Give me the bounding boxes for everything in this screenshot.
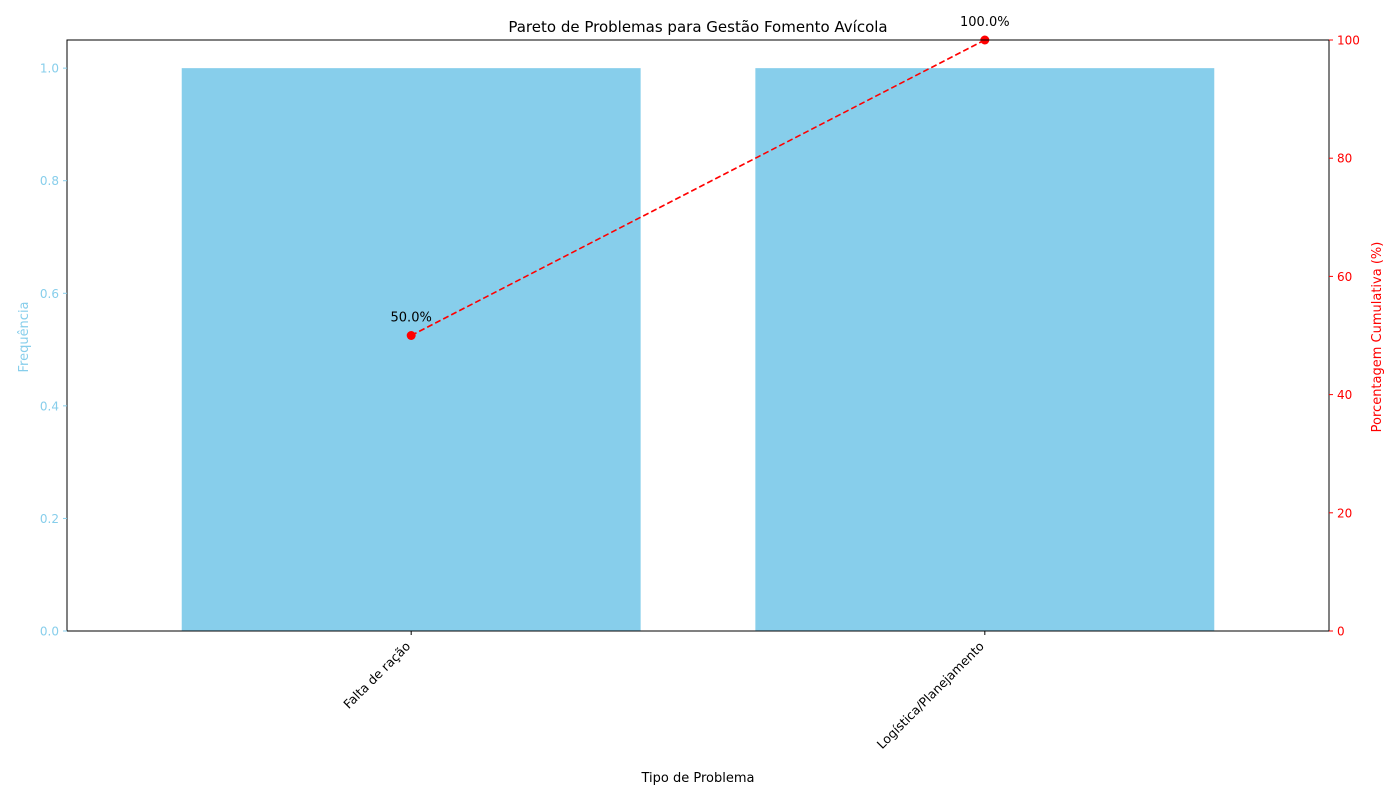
y2-axis-label: Porcentagem Cumulativa (%) [1370, 242, 1385, 433]
y-tick-label: 0.4 [40, 399, 59, 413]
cumulative-point [406, 331, 416, 340]
chart-title: Pareto de Problemas para Gestão Fomento … [508, 18, 887, 36]
bar [181, 68, 641, 631]
plot-frame [66, 39, 1330, 632]
y2-tick-label: 80 [1337, 152, 1352, 166]
y-tick-label: 0.8 [40, 174, 59, 188]
y2-tick-label: 60 [1337, 270, 1352, 284]
y-axis-label: Frequência [17, 301, 32, 372]
cumulative-data-label: 100.0% [960, 15, 1010, 30]
y-tick-label: 1.0 [40, 62, 59, 76]
bars-layer [181, 68, 1215, 631]
cumulative-data-label: 50.0% [391, 311, 432, 326]
y2-tick-label: 40 [1337, 388, 1352, 402]
cumulative-line-layer: 50.0% 100.0% [391, 15, 1010, 340]
x-tick-label: Logística/Planejamento [874, 639, 987, 752]
y2-tick-label: 100 [1337, 34, 1360, 48]
x-axis-label: Tipo de Problema [641, 771, 755, 786]
y-tick-label: 0.0 [40, 625, 59, 639]
bar [755, 68, 1215, 631]
y-tick-label: 0.2 [40, 512, 59, 526]
y2-tick-label: 20 [1337, 506, 1352, 520]
x-tick-label: Falta de ração [340, 639, 413, 712]
y2-tick-label: 0 [1337, 625, 1345, 639]
y-tick-label: 0.6 [40, 287, 59, 301]
